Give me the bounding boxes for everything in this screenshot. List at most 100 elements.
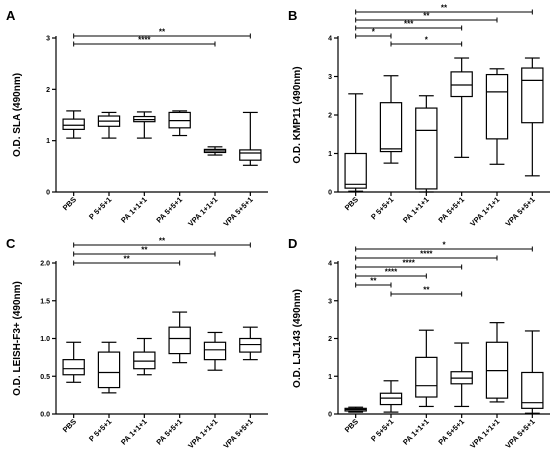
y-tick-label: 0 — [328, 412, 332, 419]
significance-label: ** — [423, 12, 430, 21]
y-tick-label: 2 — [328, 336, 332, 343]
significance-label: * — [372, 28, 376, 37]
significance-bracket: ** — [355, 12, 498, 23]
box-plot-5 — [239, 111, 262, 166]
panel-c: C 0.0 0.5 1.0 1.5 2.0 O.D. LEISH-F3+ (490nm) PB… — [6, 236, 268, 449]
significance-bracket: ** — [73, 255, 181, 266]
iqr-box — [485, 73, 509, 140]
y-tick-label: 4 — [328, 36, 332, 43]
significance-bracket: * — [355, 241, 533, 252]
box-plot-5 — [521, 57, 544, 177]
y-tick-label: 0 — [328, 190, 332, 197]
box-plot-5 — [239, 326, 262, 361]
significance-bracket: ** — [390, 286, 463, 297]
y-tick-label: 1 — [328, 374, 332, 381]
y-tick-label: 3 — [328, 298, 332, 305]
panel-letter: A — [6, 8, 16, 23]
box-plot-0 — [62, 341, 85, 383]
iqr-box — [168, 326, 191, 355]
significance-label: ** — [159, 237, 166, 246]
iqr-box — [62, 359, 85, 376]
significance-bracket: **** — [355, 268, 427, 279]
significance-bracket: * — [355, 28, 392, 39]
significance-label: ** — [141, 246, 148, 255]
iqr-box — [344, 152, 367, 189]
category-label: VPA 1+1+1 — [186, 195, 219, 228]
iqr-box — [450, 71, 473, 98]
box-plot-1 — [379, 75, 403, 164]
significance-bracket: **** — [355, 259, 463, 270]
y-tick-label: 4 — [328, 261, 332, 268]
significance-label: *** — [404, 20, 414, 29]
box-plot-2 — [133, 337, 156, 376]
significance-bracket: ** — [73, 28, 251, 39]
category-label: VPA 5+5+1 — [504, 195, 537, 228]
y-tick-label: 1.5 — [40, 298, 50, 305]
box-plot-0 — [344, 93, 367, 192]
box-plot-2 — [415, 95, 438, 193]
y-tick-label: 2.0 — [40, 261, 50, 268]
significance-bracket: **** — [73, 36, 216, 47]
category-label: PA 1+1+1 — [401, 195, 431, 225]
significance-label: ** — [423, 286, 430, 295]
iqr-box — [521, 371, 544, 409]
iqr-box — [62, 118, 85, 130]
significance-label: ** — [159, 28, 166, 37]
significance-label: **** — [385, 268, 398, 277]
panel-a: A 0 1 2 3 O.D. SLA (490nm) PBS P 5+5+1 PA 1+1+1 P… — [6, 8, 268, 228]
iqr-box — [379, 102, 403, 153]
box-plot-4 — [485, 322, 509, 403]
box-plot-1 — [97, 111, 121, 139]
panel-letter: C — [6, 236, 16, 251]
y-tick-label: 0 — [46, 190, 50, 197]
significance-label: * — [425, 36, 429, 45]
category-label: PA 1+1+1 — [119, 195, 149, 225]
category-label: PA 5+5+1 — [436, 195, 466, 225]
box-plot-5 — [521, 330, 544, 414]
category-label: PA 5+5+1 — [154, 417, 184, 447]
box-plot-2 — [415, 329, 438, 408]
iqr-box — [203, 341, 227, 361]
y-tick-label: 2 — [46, 87, 50, 94]
y-tick-label: 0.0 — [40, 412, 50, 419]
significance-label: **** — [138, 36, 151, 45]
significance-bracket: *** — [355, 20, 463, 31]
box-plot-4 — [485, 68, 509, 165]
iqr-box — [415, 107, 438, 190]
significance-bracket: ** — [355, 4, 533, 15]
box-plot-1 — [379, 380, 403, 413]
category-label: VPA 1+1+1 — [468, 417, 501, 449]
y-axis-title: O.D. LJL143 (490nm) — [292, 289, 303, 388]
category-label: P 5+5+1 — [87, 195, 113, 221]
panel-d: D 0 1 2 3 4 O.D. LJL143 (490nm) PBS P 5+5+1 PA 1+… — [288, 236, 550, 449]
category-label: VPA 5+5+1 — [222, 195, 255, 228]
y-tick-label: 1 — [46, 138, 50, 145]
y-axis-title: O.D. SLA (490nm) — [12, 73, 23, 157]
box-plot-4 — [203, 146, 227, 156]
iqr-box — [521, 67, 544, 124]
significance-label: **** — [420, 250, 433, 259]
panel-letter: B — [288, 8, 297, 23]
y-axis-title: O.D. KMP11 (490nm) — [292, 66, 303, 163]
significance-label: ** — [124, 255, 131, 264]
y-tick-label: 3 — [328, 74, 332, 81]
iqr-box — [133, 351, 156, 370]
box-plot-0 — [62, 110, 85, 139]
y-tick-label: 1.0 — [40, 336, 50, 343]
iqr-box — [239, 337, 262, 353]
box-plot-1 — [97, 341, 121, 394]
category-label: VPA 5+5+1 — [504, 417, 537, 449]
significance-bracket: **** — [355, 250, 498, 261]
category-label: PBS — [61, 417, 78, 434]
significance-label: * — [442, 241, 446, 250]
y-tick-label: 3 — [46, 36, 50, 43]
box-plot-3 — [168, 311, 191, 364]
box-plot-2 — [133, 111, 156, 139]
significance-bracket: ** — [73, 237, 251, 248]
box-plot-3 — [450, 342, 473, 408]
category-label: PBS — [61, 195, 78, 212]
box-plot-4 — [203, 331, 227, 371]
box-plot-3 — [450, 57, 473, 158]
significance-label: **** — [402, 259, 415, 268]
